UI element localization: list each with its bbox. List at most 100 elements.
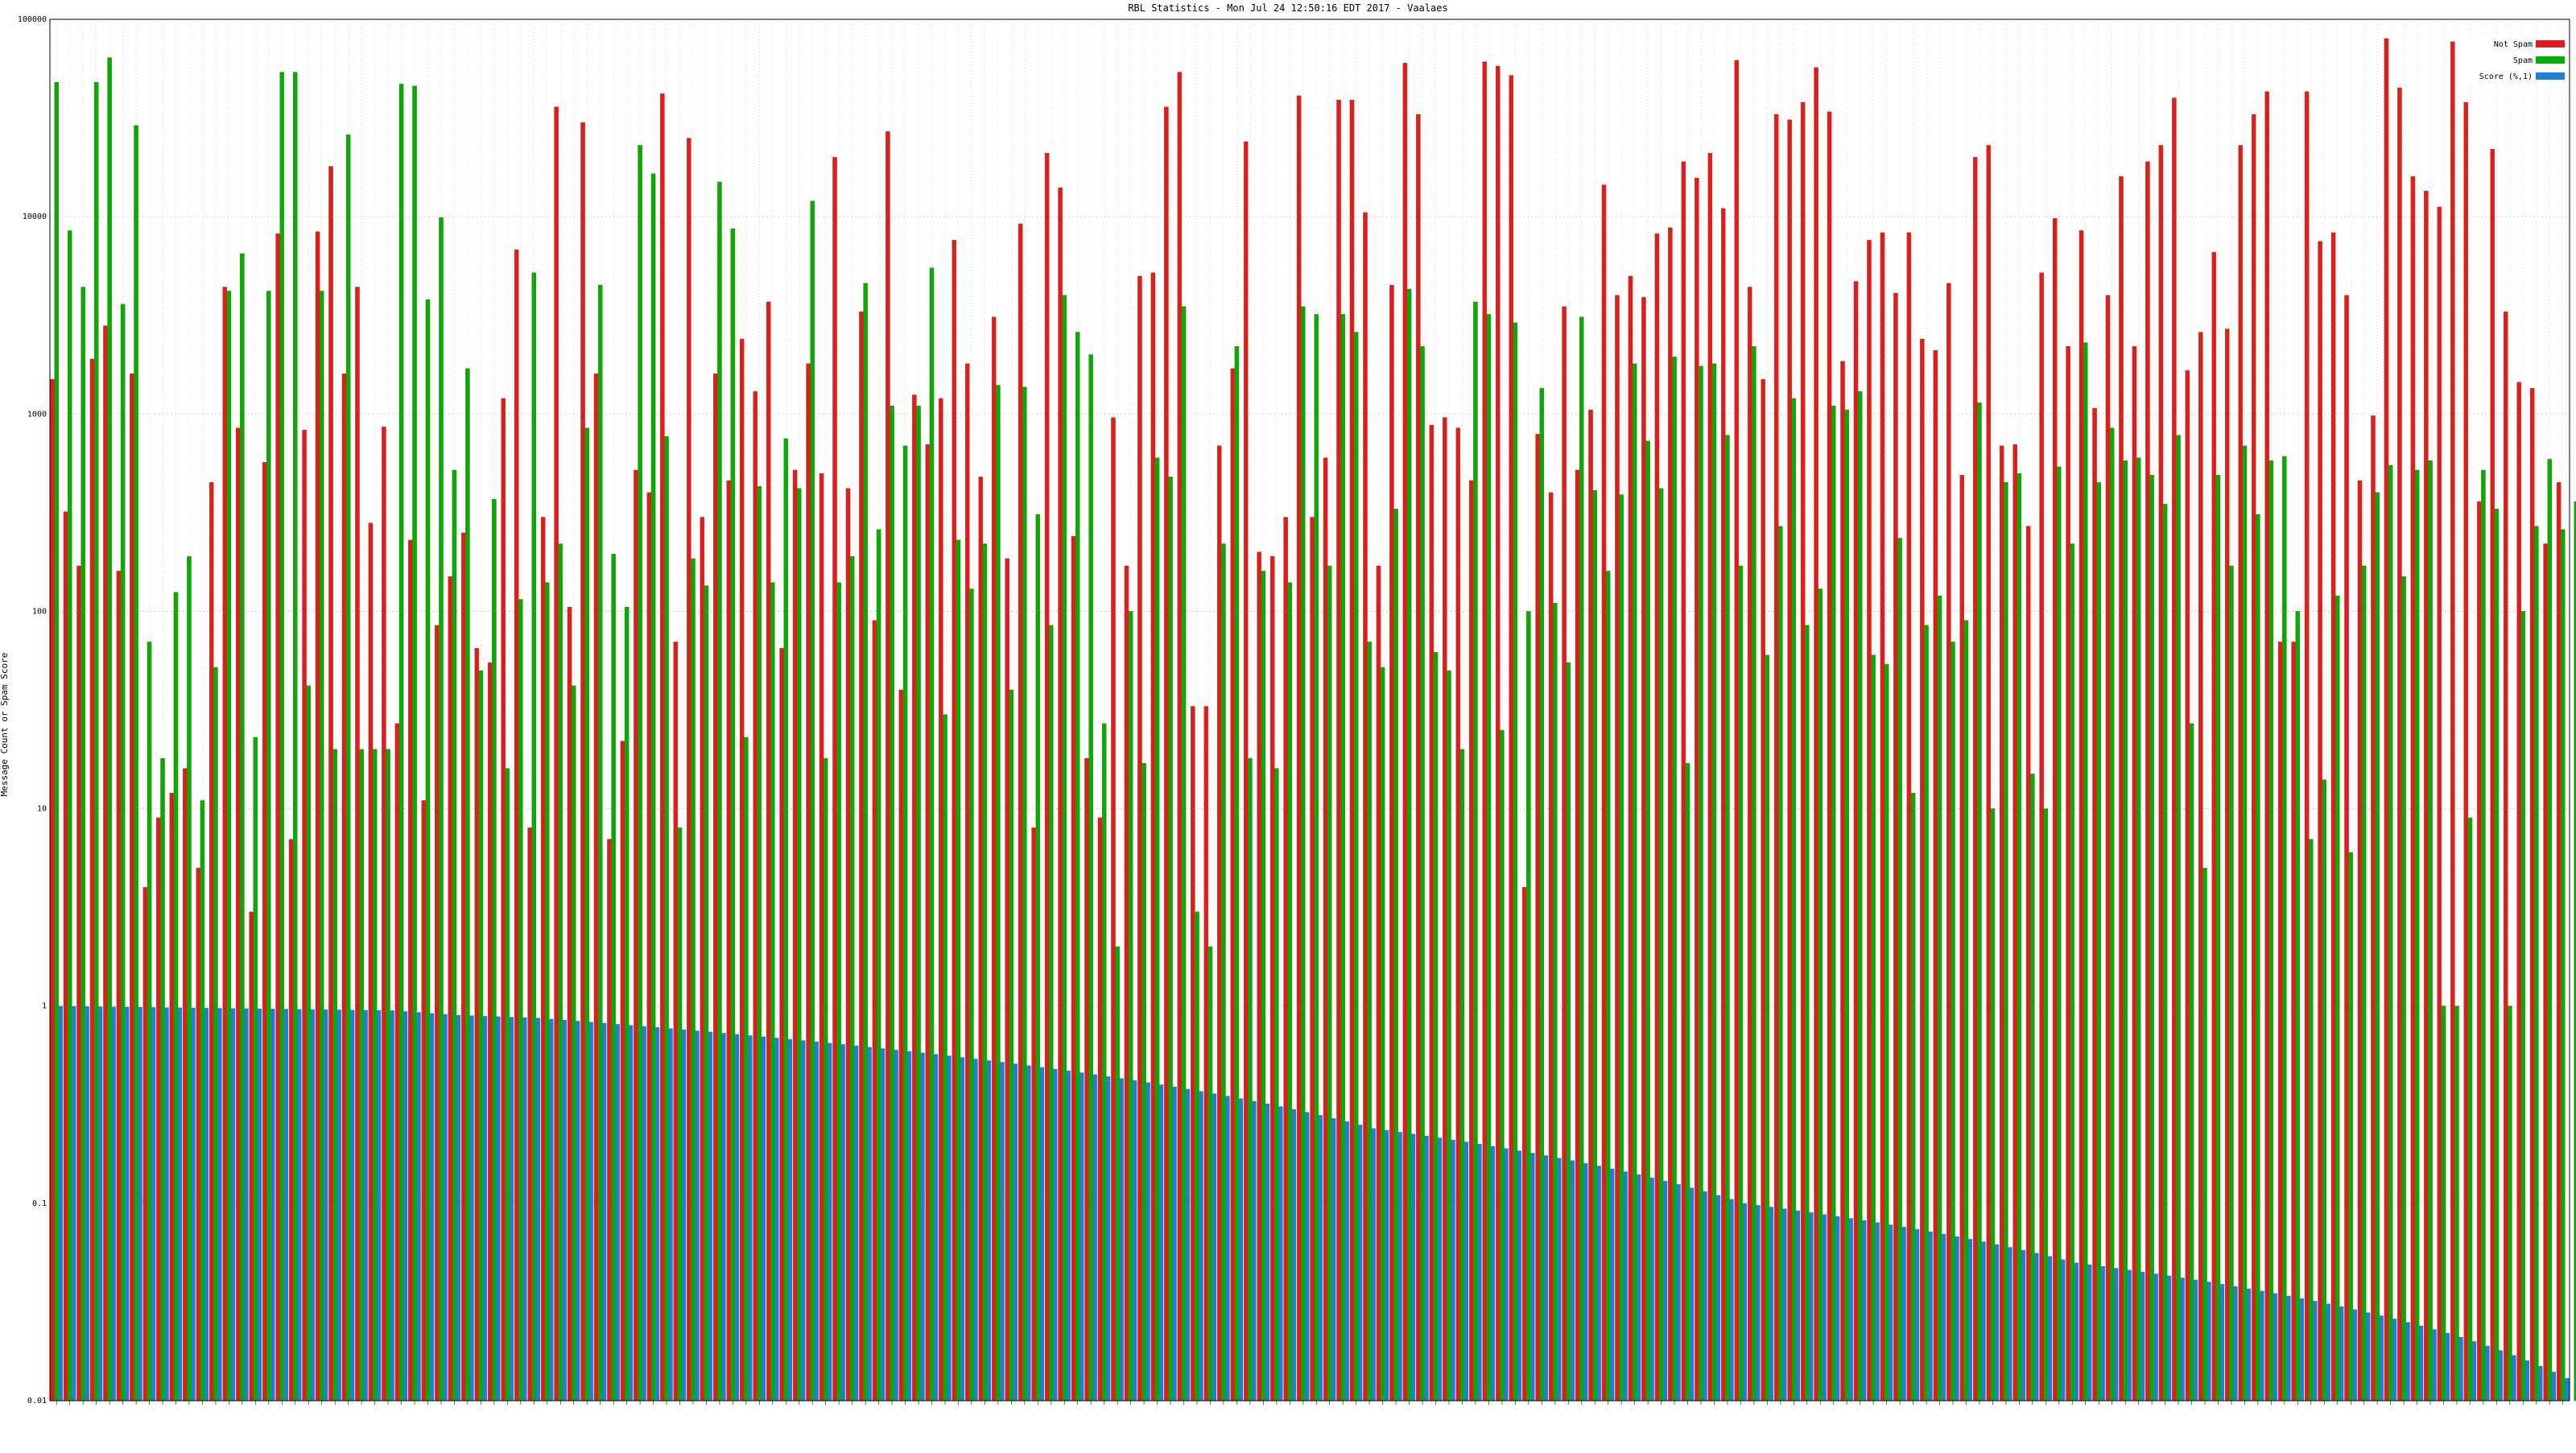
bar-score (363, 1009, 368, 1401)
legend-swatch (2536, 56, 2565, 64)
bar-spam (1645, 440, 1650, 1401)
bar-spam (1300, 306, 1306, 1401)
bar-spam (1924, 625, 1929, 1401)
bar-spam (1685, 762, 1690, 1401)
bar-spam (1314, 314, 1319, 1401)
bar-not-spam (2476, 501, 2482, 1401)
bar-score (602, 1022, 607, 1401)
bar-spam (1778, 526, 1783, 1401)
bar-spam (2136, 457, 2141, 1401)
bar-score (1238, 1098, 1244, 1401)
bar-not-spam (1853, 281, 1859, 1401)
bar-score (1649, 1177, 1654, 1401)
bar-not-spam (1429, 424, 1435, 1401)
bar-score (1901, 1227, 1906, 1401)
bar-spam (1725, 435, 1730, 1401)
bar-score (2153, 1273, 2158, 1401)
bar-spam (1566, 662, 1571, 1401)
bar-spam (1791, 398, 1797, 1401)
bar-spam (1619, 494, 1624, 1401)
bar-not-spam (2132, 346, 2137, 1401)
bar-score (973, 1059, 978, 1401)
bar-score (58, 1005, 63, 1401)
bar-not-spam (50, 378, 55, 1401)
bar-not-spam (1005, 558, 1009, 1401)
bar-score (1026, 1065, 1031, 1401)
bar-not-spam (421, 800, 427, 1401)
bar-score (283, 1009, 289, 1401)
bar-spam (1261, 571, 1266, 1401)
bar-spam (107, 57, 112, 1401)
bar-not-spam (1548, 492, 1554, 1401)
bar-score (1438, 1137, 1443, 1401)
bar-spam (969, 588, 974, 1401)
bar-spam (93, 81, 99, 1401)
bar-spam (1195, 911, 1199, 1401)
bar-spam (1088, 354, 1093, 1401)
bar-not-spam (1468, 480, 1474, 1401)
legend-swatch (2536, 72, 2565, 80)
bar-spam (1871, 654, 1876, 1401)
bar-spam (253, 737, 258, 1401)
bar-spam (2123, 460, 2128, 1401)
bar-spam (2428, 460, 2433, 1401)
bar-score (1252, 1100, 1257, 1401)
bar-score (336, 1009, 341, 1401)
bar-spam (2508, 1005, 2512, 1401)
bar-spam (2401, 576, 2406, 1401)
bar-spam (134, 125, 138, 1401)
bar-spam (2388, 464, 2393, 1401)
bar-spam (226, 291, 232, 1401)
bar-spam (597, 284, 603, 1401)
bar-not-spam (1216, 445, 1222, 1401)
bar-not-spam (222, 287, 228, 1401)
bar-not-spam (2291, 642, 2296, 1401)
bar-not-spam (792, 469, 798, 1401)
bar-score (456, 1014, 461, 1401)
bar-score (2061, 1259, 2066, 1401)
bar-score (1305, 1112, 1310, 1401)
bar-spam (1632, 363, 1637, 1401)
bar-spam (1963, 620, 1969, 1401)
bar-not-spam (1959, 475, 1965, 1401)
y-tick-label: 10 (37, 805, 47, 814)
bar-spam (2534, 526, 2539, 1401)
bar-score (2140, 1271, 2145, 1401)
bar-score (1106, 1076, 1111, 1401)
y-tick-label: 10000 (23, 213, 47, 221)
bar-spam (730, 228, 736, 1401)
bar-score (1397, 1132, 1402, 1401)
bar-not-spam (567, 607, 572, 1401)
bar-not-spam (183, 768, 188, 1401)
bar-spam (2334, 595, 2340, 1401)
bar-not-spam (2450, 41, 2455, 1401)
bar-spam (770, 582, 775, 1401)
bar-score (947, 1055, 952, 1401)
bar-score (1318, 1115, 1323, 1401)
bar-spam (1526, 611, 1531, 1401)
bar-spam (2454, 1005, 2459, 1401)
bar-not-spam (328, 166, 333, 1401)
bar-not-spam (2251, 114, 2256, 1401)
bar-score (1265, 1104, 1270, 1401)
bar-not-spam (2277, 642, 2283, 1401)
bar-score (920, 1052, 925, 1401)
bar-score (1848, 1218, 1853, 1401)
bar-spam (2202, 868, 2207, 1401)
bar-score (576, 1021, 580, 1401)
bar-not-spam (1058, 188, 1063, 1401)
bar-score (111, 1006, 116, 1401)
bar-score (682, 1029, 687, 1401)
bar-not-spam (1720, 208, 1726, 1401)
bar-not-spam (1867, 240, 1872, 1401)
legend-swatch (2536, 40, 2565, 47)
bar-spam (1380, 667, 1385, 1401)
bar-spam (2268, 460, 2274, 1401)
bar-not-spam (527, 828, 532, 1401)
bar-not-spam (952, 240, 957, 1401)
bar-score (1716, 1195, 1721, 1401)
bar-score (695, 1030, 700, 1401)
bar-spam (2308, 839, 2314, 1401)
bar-score (98, 1006, 103, 1401)
bar-not-spam (978, 477, 984, 1401)
